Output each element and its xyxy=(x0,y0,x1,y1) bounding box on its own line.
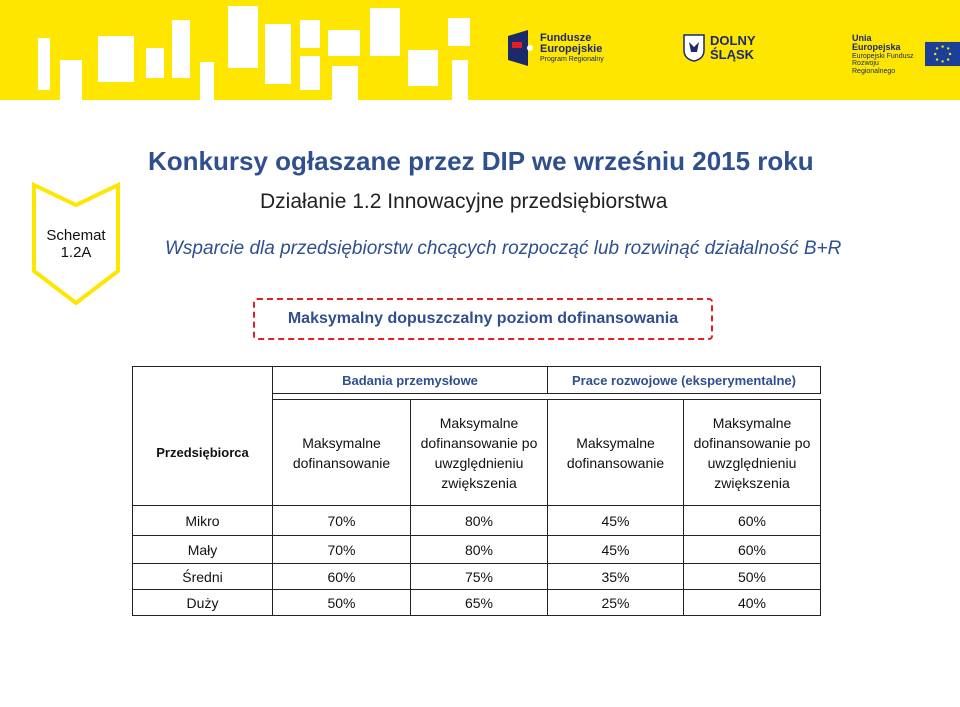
spacer-cell xyxy=(272,393,821,400)
value-cell: 70% xyxy=(272,505,411,536)
eu-funds-icon xyxy=(508,30,533,66)
top-banner: Fundusze Europejskie Program Regionalny … xyxy=(0,0,960,100)
decor-block xyxy=(448,18,470,46)
row-label-sredni: Średni xyxy=(132,563,273,590)
decor-block xyxy=(146,48,164,78)
col-header-max: Maksymalne dofinansowanie xyxy=(272,399,411,506)
eu-funds-line3: Program Regionalny xyxy=(540,55,604,63)
group-header-experimental-development: Prace rozwojowe (eksperymentalne) xyxy=(547,366,821,394)
decor-block xyxy=(265,24,291,84)
decor-block xyxy=(98,36,134,82)
table-row: Badania przemysłowe Prace rozwojowe (eks… xyxy=(132,366,821,400)
dolny-slask-line2: ŚLĄSK xyxy=(710,47,755,62)
max-funding-highlight: Maksymalny dopuszczalny poziom dofinanso… xyxy=(253,298,713,340)
row-label-mikro: Mikro xyxy=(132,505,273,536)
measure-subtitle: Wsparcie dla przedsiębiorstw chcących ro… xyxy=(165,238,842,259)
table-row: Średni 60% 75% 35% 50% xyxy=(132,563,821,590)
decor-block xyxy=(300,20,320,48)
value-cell: 60% xyxy=(683,505,821,536)
value-cell: 80% xyxy=(410,505,548,536)
value-cell: 75% xyxy=(410,563,548,590)
value-cell: 45% xyxy=(547,505,684,536)
eu-flag-icon xyxy=(924,42,960,67)
action-subtitle: Działanie 1.2 Innowacyjne przedsiębiorst… xyxy=(260,190,668,213)
eu-logo-line2: Europejski Fundusz xyxy=(852,52,914,60)
eu-funds-line1: Fundusze xyxy=(540,31,592,44)
decor-block xyxy=(38,38,50,90)
row-header-enterprise: Przedsiębiorca xyxy=(132,399,273,506)
value-cell: 50% xyxy=(683,563,821,590)
decor-block xyxy=(60,60,82,100)
eagle-crest-icon xyxy=(683,34,705,62)
funding-table: Badania przemysłowe Prace rozwojowe (eks… xyxy=(132,366,821,616)
col-header-max-increased: Maksymalne dofinansowanie po uwzględnien… xyxy=(683,399,821,506)
value-cell: 80% xyxy=(410,535,548,564)
decor-block xyxy=(172,20,190,78)
value-cell: 60% xyxy=(683,535,821,564)
eu-logo: Unia Europejska Europejski Fundusz Rozwo… xyxy=(852,33,960,75)
corner-cell xyxy=(132,366,273,400)
decor-block xyxy=(328,30,360,56)
schema-label-line1: Schemat xyxy=(46,227,106,244)
value-cell: 45% xyxy=(547,535,684,564)
eu-logo-line3: Rozwoju Regionalnego xyxy=(852,60,896,75)
decor-block xyxy=(228,6,258,68)
table-row: Mikro 70% 80% 45% 60% xyxy=(132,505,821,536)
page-title: Konkursy ogłaszane przez DIP we wrześniu… xyxy=(148,146,814,176)
table-row: Przedsiębiorca Maksymalne dofinansowanie… xyxy=(132,399,821,506)
value-cell: 50% xyxy=(272,589,411,616)
value-cell: 40% xyxy=(683,589,821,616)
table-row: Duży 50% 65% 25% 40% xyxy=(132,589,821,616)
decor-block xyxy=(452,60,468,100)
group-header-industrial-research: Badania przemysłowe xyxy=(272,366,548,394)
max-funding-label: Maksymalny dopuszczalny poziom dofinanso… xyxy=(287,310,679,327)
dolny-slask-logo: DOLNY ŚLĄSK xyxy=(683,34,756,62)
eu-funds-logo: Fundusze Europejskie Program Regionalny xyxy=(508,30,604,66)
value-cell: 65% xyxy=(410,589,548,616)
decor-block xyxy=(370,8,400,56)
decor-block xyxy=(200,62,214,100)
value-cell: 60% xyxy=(272,563,411,590)
decor-block xyxy=(300,56,320,90)
col-header-max-increased: Maksymalne dofinansowanie po uwzględnien… xyxy=(410,399,548,506)
row-label-duzy: Duży xyxy=(132,589,273,616)
eu-logo-line1: Unia Europejska xyxy=(852,33,901,53)
dolny-slask-line1: DOLNY xyxy=(710,33,756,49)
value-cell: 70% xyxy=(272,535,411,564)
decor-block xyxy=(408,50,438,86)
table-row: Mały 70% 80% 45% 60% xyxy=(132,535,821,564)
row-label-maly: Mały xyxy=(132,535,273,564)
table-row xyxy=(133,393,821,400)
schema-label: Schemat 1.2A xyxy=(40,227,112,261)
col-header-max: Maksymalne dofinansowanie xyxy=(547,399,684,506)
schema-label-line2: 1.2A xyxy=(60,244,92,261)
decor-block xyxy=(332,66,358,100)
value-cell: 25% xyxy=(547,589,684,616)
value-cell: 35% xyxy=(547,563,684,590)
eu-funds-line2: Europejskie xyxy=(540,43,603,56)
schema-chevron-shape xyxy=(32,181,120,306)
